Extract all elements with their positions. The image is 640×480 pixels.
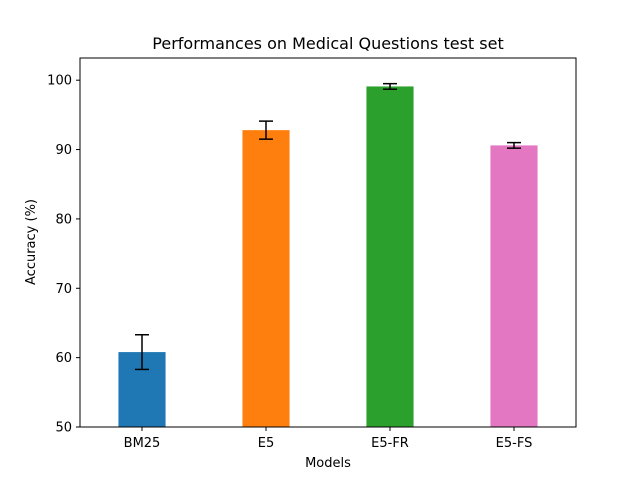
x-tick-label: E5 (258, 436, 275, 451)
y-tick-label: 80 (55, 212, 72, 227)
chart-title: Performances on Medical Questions test s… (152, 34, 503, 53)
y-tick-label: 90 (55, 143, 72, 158)
y-axis: 50 60 70 80 90 100 (47, 74, 80, 436)
bar-e5 (242, 130, 290, 427)
bars-group (118, 86, 538, 428)
y-tick-label: 50 (55, 421, 72, 436)
error-bars-group (135, 82, 521, 371)
x-tick-label: E5-FS (496, 436, 533, 451)
x-axis: BM25 E5 E5-FR E5-FS (124, 427, 533, 451)
y-tick-label: 100 (47, 74, 72, 89)
y-tick-label: 60 (55, 351, 72, 366)
plot-frame (79, 57, 577, 428)
bar-e5-fr (366, 86, 414, 427)
x-axis-label: Models (305, 456, 351, 471)
y-tick-label: 70 (55, 282, 72, 297)
y-axis-label: Accuracy (%) (24, 199, 39, 285)
bar-e5-fs (490, 145, 538, 428)
x-tick-label: BM25 (124, 436, 161, 451)
x-tick-label: E5-FR (371, 436, 409, 451)
